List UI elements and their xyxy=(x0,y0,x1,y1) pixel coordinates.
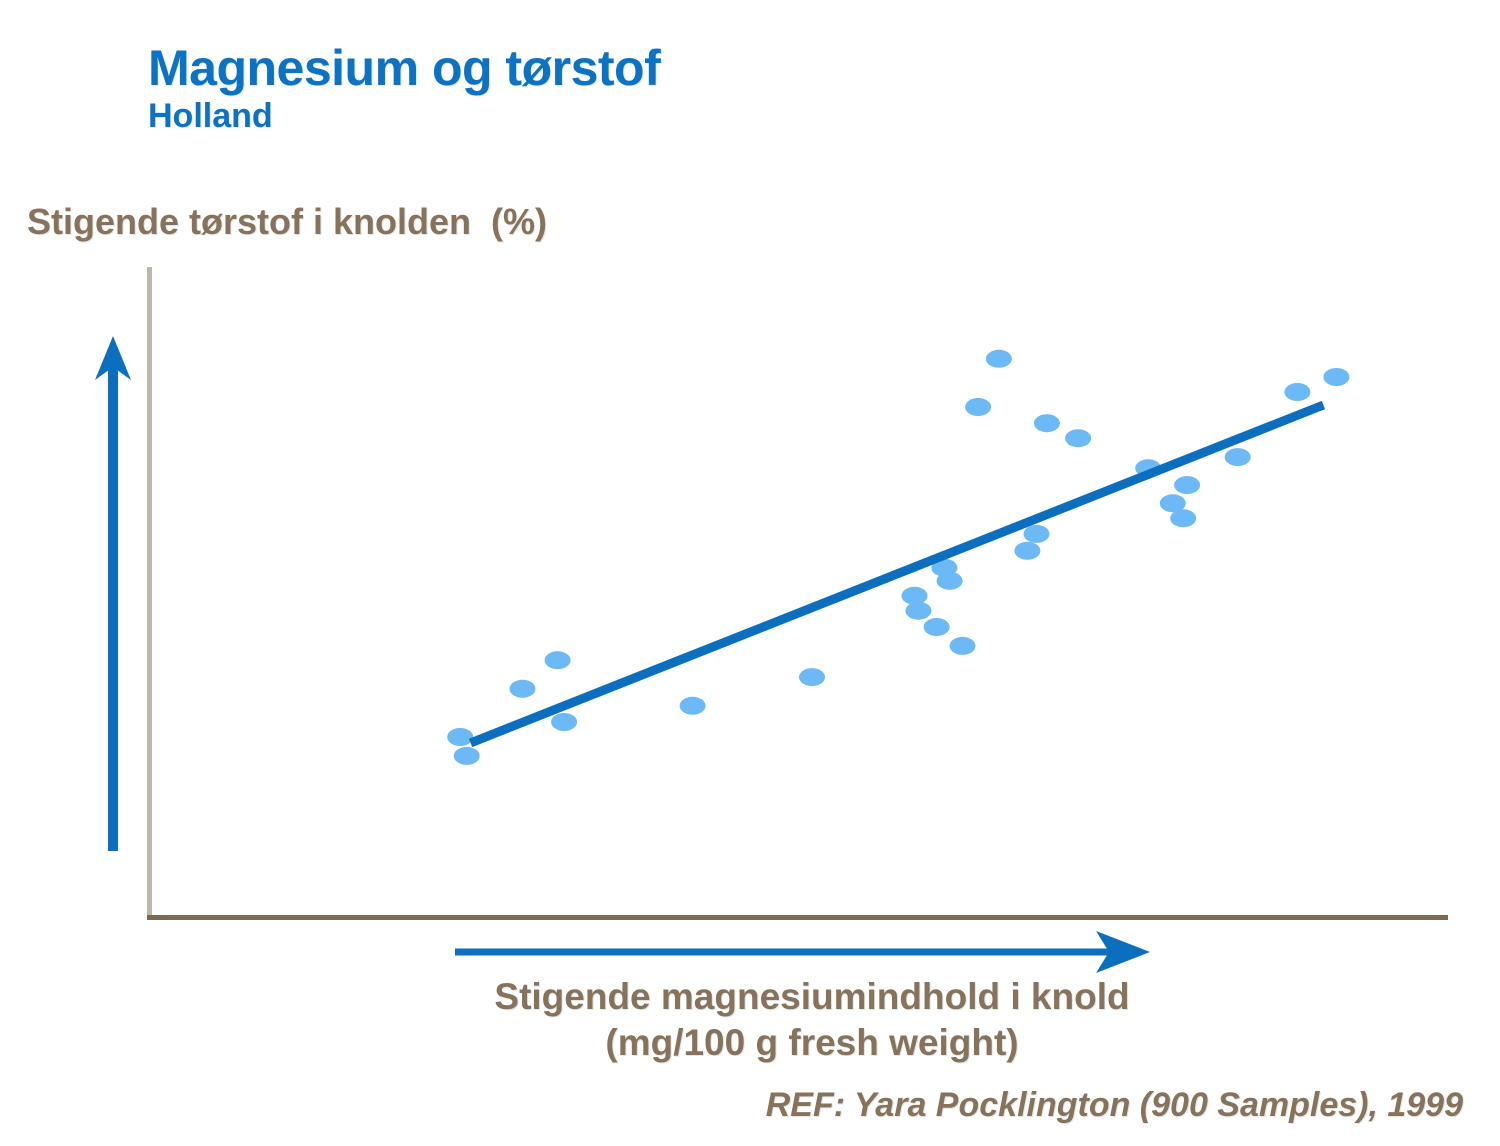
scatter-points xyxy=(447,349,1350,765)
y-axis-title: Stigende tørstof i knolden (%) xyxy=(27,201,547,242)
data-point xyxy=(1224,448,1251,467)
data-point xyxy=(1023,524,1050,543)
data-point xyxy=(936,571,963,590)
data-point xyxy=(1174,476,1201,495)
x-axis-title-line2: (mg/100 g fresh weight) xyxy=(605,1022,1019,1063)
x-axis-arrow-head-icon xyxy=(1096,931,1150,973)
data-point xyxy=(949,636,976,655)
data-point xyxy=(1065,429,1092,448)
data-point xyxy=(1159,494,1186,513)
data-point xyxy=(1323,368,1350,386)
slide-subtitle: Holland xyxy=(148,97,273,135)
slide-title: Magnesium og tørstof xyxy=(148,40,661,96)
data-point xyxy=(453,746,480,765)
x-axis-arrow xyxy=(455,931,1150,973)
y-axis-arrow-head-icon xyxy=(95,336,131,380)
data-point xyxy=(985,349,1012,368)
data-point xyxy=(1170,509,1197,528)
data-point xyxy=(923,618,950,636)
data-point xyxy=(799,668,825,687)
data-point xyxy=(679,696,706,715)
data-point xyxy=(544,651,571,670)
x-axis-title: Stigende magnesiumindhold i knold (mg/10… xyxy=(312,974,1312,1066)
trend-line xyxy=(468,400,1326,748)
data-point xyxy=(905,601,932,620)
data-point xyxy=(965,398,992,416)
x-axis-title-line1: Stigende magnesiumindhold i knold xyxy=(494,976,1130,1017)
data-point xyxy=(1033,414,1060,433)
data-point xyxy=(509,679,536,698)
data-point xyxy=(1284,383,1311,401)
data-point xyxy=(447,728,474,746)
reference-citation: REF: Yara Pocklington (900 Samples), 199… xyxy=(765,1086,1463,1124)
y-axis-arrow xyxy=(95,336,131,851)
data-point xyxy=(551,713,578,731)
data-point xyxy=(1014,541,1041,560)
data-point xyxy=(901,586,928,605)
